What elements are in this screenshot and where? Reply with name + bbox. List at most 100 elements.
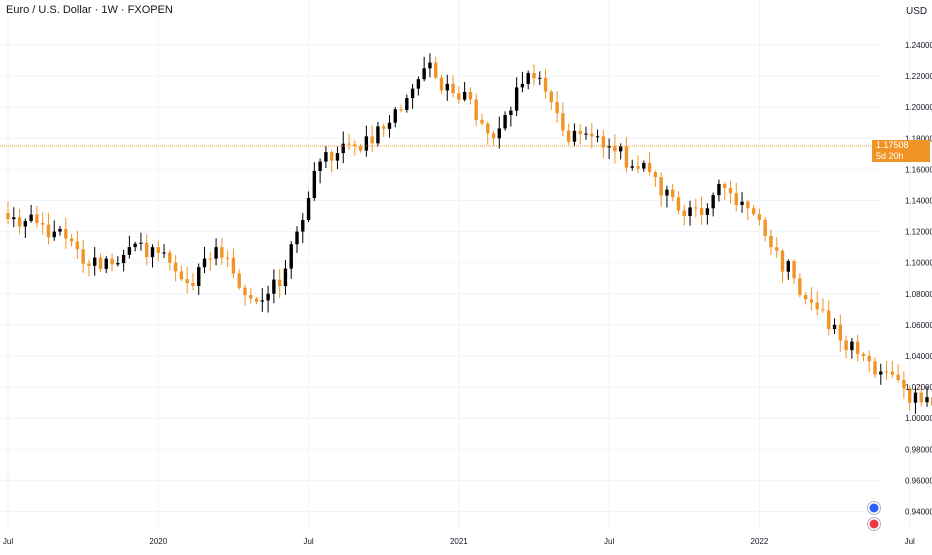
candle (676, 191, 681, 215)
candle-body (549, 91, 554, 103)
candle (659, 172, 663, 207)
candle (382, 123, 386, 137)
candle (12, 207, 16, 228)
candle-body (514, 87, 519, 111)
candle (780, 249, 785, 283)
candle-body (277, 279, 282, 287)
candle (543, 69, 548, 100)
candle-body (561, 113, 565, 131)
candle (462, 81, 467, 102)
candle-body (145, 242, 149, 258)
candle-body (266, 293, 270, 301)
candle (711, 192, 715, 217)
symbol-title[interactable]: Euro / U.S. Dollar · 1W · FXOPEN (6, 4, 173, 16)
candle-body (792, 261, 796, 279)
candle-body (844, 340, 848, 351)
candle (237, 269, 241, 290)
candle (855, 334, 860, 362)
candle-body (907, 388, 912, 403)
candle (809, 287, 814, 311)
candle (803, 291, 808, 305)
candle-body (301, 220, 305, 232)
candle-body (179, 271, 184, 280)
candle-body (763, 219, 767, 236)
candle-body (272, 279, 276, 294)
time-tick-label: 2022 (751, 537, 769, 546)
candle-body (23, 220, 28, 227)
candle (179, 265, 184, 282)
candle (93, 247, 97, 276)
candle-body (295, 231, 299, 245)
candle-body (520, 83, 525, 88)
candle (896, 364, 900, 383)
candle (694, 198, 698, 218)
candle-body (29, 214, 33, 221)
candle-body (335, 153, 340, 161)
candle-body (370, 136, 374, 144)
candle-body (884, 371, 889, 373)
flag-us-icon[interactable] (867, 517, 881, 531)
candle-body (855, 341, 860, 355)
candle (220, 238, 224, 265)
candle-body (457, 93, 461, 100)
candle-body (555, 102, 559, 114)
candle-body (376, 126, 380, 144)
candle-body (168, 252, 172, 263)
flag-eu-icon[interactable] (867, 501, 881, 515)
candle (75, 230, 80, 260)
candle-body (64, 228, 68, 239)
candle (457, 86, 461, 104)
candle-body (902, 379, 906, 389)
candle-body (815, 302, 819, 310)
candle (393, 106, 397, 128)
price-tick-label: 1.10000 (905, 259, 932, 268)
price-tick-label: 1.14000 (905, 197, 932, 206)
candle-body (803, 295, 808, 300)
candle (133, 241, 137, 252)
candle-body (925, 397, 929, 403)
candle-body (676, 197, 681, 211)
candle-body (861, 354, 866, 356)
candle-body (116, 263, 120, 265)
candle (867, 351, 871, 373)
candle (844, 335, 848, 359)
candle (289, 241, 293, 279)
time-axis[interactable]: Jul2020Jul2021Jul2022Jul2023Jul2024Jul20… (3, 537, 932, 546)
time-tick-label: Jul (303, 537, 313, 546)
candle (341, 131, 345, 164)
candle-body (578, 130, 582, 134)
candle (595, 129, 600, 143)
candle (272, 269, 276, 304)
candle (913, 386, 918, 414)
candle-body (717, 184, 721, 196)
candle (46, 212, 51, 245)
currency-label[interactable]: USD (906, 6, 928, 17)
candle-body (387, 122, 392, 129)
candle (486, 121, 490, 145)
candle-body (601, 136, 606, 148)
candle (81, 240, 85, 273)
candle-body (480, 119, 484, 124)
candle (763, 217, 767, 242)
candle (468, 87, 473, 105)
candle-body (191, 283, 195, 287)
candle-body (445, 83, 449, 91)
candle-body (249, 295, 253, 299)
event-icons[interactable] (867, 501, 881, 531)
candle-body (746, 201, 750, 209)
price-tick-label: 1.12000 (905, 228, 932, 237)
candle-body (98, 257, 103, 269)
candle (162, 244, 166, 259)
candle (225, 250, 230, 268)
candle-body (6, 212, 10, 220)
candle-body (832, 324, 837, 330)
price-axis[interactable]: 1.24000 1.22000 1.20000 1.18000 1.16000 1.140… (905, 41, 932, 517)
candle-body (867, 356, 871, 362)
grid-lines (0, 0, 911, 530)
candle-body (121, 254, 126, 264)
candle-body (324, 152, 328, 162)
candle-body (87, 263, 91, 266)
candle (682, 204, 686, 226)
